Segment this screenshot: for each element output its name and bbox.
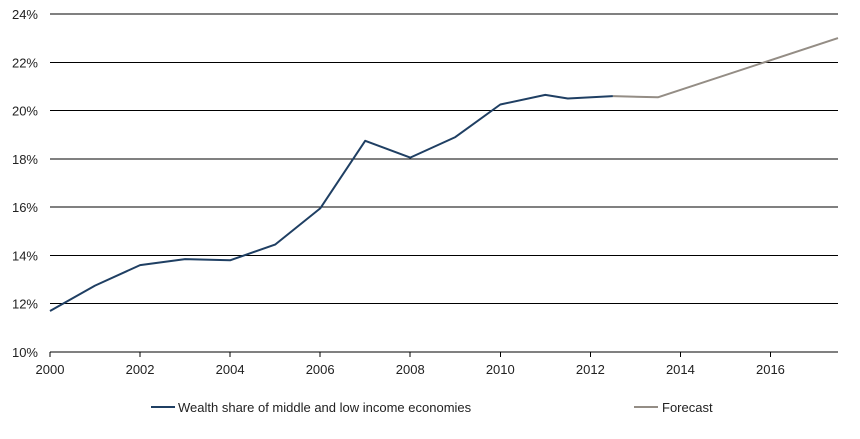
x-tick-label: 2002 [126,362,155,377]
x-tick-label: 2004 [216,362,245,377]
y-tick-label: 20% [12,104,38,119]
x-tick-label: 2010 [486,362,515,377]
series-line-0 [49,93,613,312]
y-tick-label: 12% [12,297,38,312]
y-axis-tick-labels: 10% 12% 14% 16% 18% 20% 22% 24% [12,7,38,360]
x-tick-label: 2014 [666,362,695,377]
legend-label-0: Wealth share of middle and low income ec… [178,400,472,415]
y-tick-label: 14% [12,248,38,263]
y-tick-label: 10% [12,345,38,360]
y-tick-label: 18% [12,152,38,167]
x-tick-label: 2008 [396,362,425,377]
y-tick-label: 22% [12,55,38,70]
x-tick-label: 2006 [306,362,335,377]
legend: Wealth share of middle and low income ec… [151,400,713,415]
series-line-1 [612,37,839,99]
legend-label-1: Forecast [662,400,713,415]
x-axis-tick-labels: 2000 2002 2004 2006 2008 2010 2012 2014 2016 [36,352,785,377]
y-tick-label: 24% [12,7,38,22]
gridlines [50,13,838,353]
series-lines [49,37,839,312]
y-tick-label: 16% [12,200,38,215]
x-tick-label: 2016 [756,362,785,377]
x-tick-label: 2012 [576,362,605,377]
x-tick-label: 2000 [36,362,65,377]
